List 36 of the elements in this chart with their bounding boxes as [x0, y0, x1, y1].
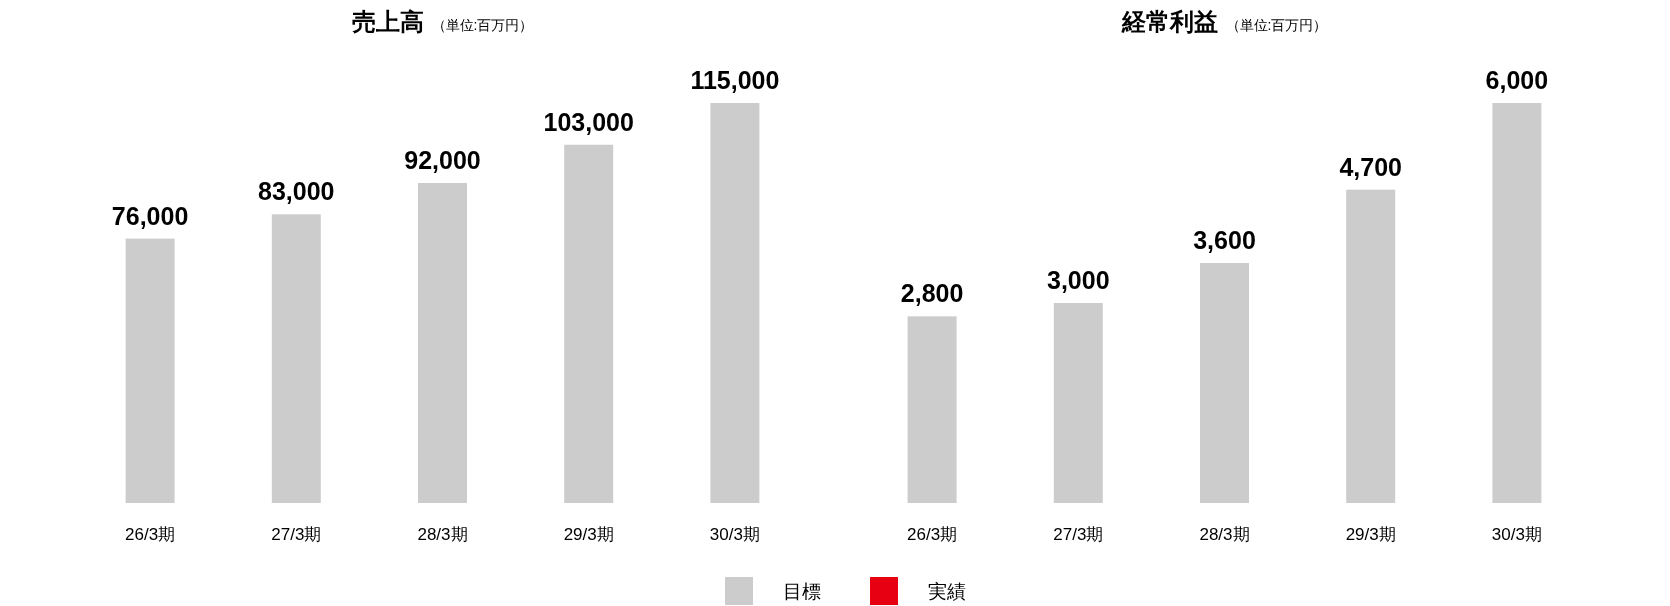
- x-tick-label: 27/3期: [271, 525, 322, 544]
- x-tick-label: 29/3期: [563, 525, 614, 544]
- legend-label: 実績: [928, 581, 966, 602]
- chart-title: 経常利益: [1120, 8, 1218, 35]
- x-tick-label: 27/3期: [1053, 525, 1104, 544]
- data-label: 103,000: [543, 107, 634, 136]
- bar: [1346, 189, 1396, 503]
- bar: [271, 214, 321, 503]
- data-label: 92,000: [404, 146, 481, 174]
- bar: [1053, 303, 1103, 503]
- bar: [564, 144, 614, 503]
- data-label: 3,000: [1047, 266, 1110, 294]
- bar: [907, 316, 957, 503]
- chart-subtitle: （単位:百万円）: [431, 17, 534, 33]
- data-label: 115,000: [690, 66, 780, 94]
- x-tick-label: 30/3期: [709, 525, 760, 544]
- data-label: 2,800: [900, 279, 964, 308]
- x-tick-label: 28/3期: [417, 525, 468, 544]
- data-label: 83,000: [258, 177, 335, 206]
- x-tick-label: 26/3期: [907, 525, 958, 544]
- data-label: 6,000: [1485, 66, 1549, 94]
- data-label: 76,000: [111, 201, 189, 230]
- x-tick-label: 29/3期: [1345, 525, 1396, 544]
- data-label: 4,700: [1339, 152, 1402, 181]
- bar: [1200, 263, 1249, 503]
- chart-title: 売上高: [351, 8, 424, 35]
- bar: [125, 238, 175, 503]
- bar: [710, 103, 760, 503]
- x-tick-label: 28/3期: [1199, 525, 1250, 544]
- bar: [1492, 103, 1542, 503]
- x-tick-label: 26/3期: [125, 525, 176, 544]
- chart-subtitle: （単位:百万円）: [1225, 17, 1328, 33]
- legend-label: 目標: [783, 581, 821, 602]
- bar: [418, 183, 467, 503]
- x-tick-label: 30/3期: [1491, 525, 1542, 544]
- data-label: 3,600: [1193, 226, 1256, 254]
